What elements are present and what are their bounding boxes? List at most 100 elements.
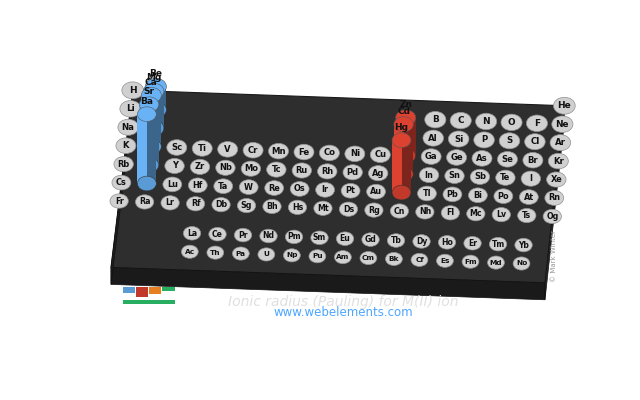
Ellipse shape xyxy=(467,206,485,221)
Ellipse shape xyxy=(165,158,184,174)
Ellipse shape xyxy=(207,246,224,259)
Text: Sb: Sb xyxy=(474,172,486,181)
Ellipse shape xyxy=(547,172,566,187)
Bar xyxy=(149,287,161,294)
Ellipse shape xyxy=(265,181,284,195)
Ellipse shape xyxy=(521,171,541,186)
Ellipse shape xyxy=(258,248,275,261)
Text: F: F xyxy=(534,119,540,128)
Ellipse shape xyxy=(234,228,252,242)
Text: Fr: Fr xyxy=(115,196,124,206)
Ellipse shape xyxy=(138,107,156,122)
Polygon shape xyxy=(138,114,147,184)
Ellipse shape xyxy=(360,252,377,265)
Ellipse shape xyxy=(294,144,314,160)
Ellipse shape xyxy=(112,175,131,190)
Text: Ra: Ra xyxy=(139,198,150,206)
Text: P: P xyxy=(481,136,487,144)
Text: Tm: Tm xyxy=(492,240,505,249)
Ellipse shape xyxy=(345,146,365,162)
Text: S: S xyxy=(506,136,513,145)
Ellipse shape xyxy=(335,250,351,264)
Ellipse shape xyxy=(260,229,277,243)
Ellipse shape xyxy=(209,227,226,241)
Ellipse shape xyxy=(319,145,339,161)
Text: Cm: Cm xyxy=(362,255,375,261)
Text: Rg: Rg xyxy=(368,206,380,214)
Ellipse shape xyxy=(472,150,492,166)
Ellipse shape xyxy=(438,236,456,249)
Ellipse shape xyxy=(450,112,471,129)
Text: Pm: Pm xyxy=(287,232,301,241)
Ellipse shape xyxy=(470,169,490,184)
Ellipse shape xyxy=(464,236,481,250)
Text: H: H xyxy=(129,86,136,95)
Text: Tl: Tl xyxy=(422,189,431,198)
Ellipse shape xyxy=(365,203,383,217)
Text: Cu: Cu xyxy=(374,150,387,159)
Text: Se: Se xyxy=(502,155,513,164)
Text: Rf: Rf xyxy=(191,199,200,208)
Text: Po: Po xyxy=(497,192,509,201)
Text: Nh: Nh xyxy=(419,208,431,216)
Text: Mc: Mc xyxy=(470,209,482,218)
Ellipse shape xyxy=(552,116,573,132)
Text: Zr: Zr xyxy=(195,162,205,171)
Ellipse shape xyxy=(343,165,362,180)
Text: Cr: Cr xyxy=(248,146,259,155)
Ellipse shape xyxy=(212,198,230,212)
Ellipse shape xyxy=(190,159,210,174)
Text: Ne: Ne xyxy=(556,120,569,129)
Text: Ag: Ag xyxy=(372,169,385,178)
Ellipse shape xyxy=(145,102,166,118)
Ellipse shape xyxy=(523,152,543,168)
Ellipse shape xyxy=(140,97,159,112)
Ellipse shape xyxy=(143,83,164,99)
Ellipse shape xyxy=(490,237,507,251)
Text: Ts: Ts xyxy=(522,211,531,220)
Text: Cl: Cl xyxy=(531,137,540,146)
Ellipse shape xyxy=(367,184,385,199)
Text: Co: Co xyxy=(323,148,335,158)
Ellipse shape xyxy=(417,186,436,201)
Ellipse shape xyxy=(499,133,520,149)
Text: K: K xyxy=(123,141,129,150)
Text: N: N xyxy=(483,117,490,126)
Text: Sm: Sm xyxy=(313,233,326,242)
Ellipse shape xyxy=(554,97,575,114)
Ellipse shape xyxy=(436,254,453,267)
Ellipse shape xyxy=(163,177,182,192)
Text: Sr: Sr xyxy=(143,87,155,96)
Text: Si: Si xyxy=(454,134,463,144)
Ellipse shape xyxy=(192,141,212,156)
Ellipse shape xyxy=(419,168,439,182)
Ellipse shape xyxy=(186,197,205,211)
Ellipse shape xyxy=(497,152,518,167)
Text: I: I xyxy=(529,174,532,183)
Ellipse shape xyxy=(396,110,416,126)
Bar xyxy=(123,287,135,293)
Text: Na: Na xyxy=(122,123,134,132)
Text: Sg: Sg xyxy=(241,201,252,210)
Text: V: V xyxy=(225,145,231,154)
Ellipse shape xyxy=(526,115,547,132)
Polygon shape xyxy=(156,87,166,110)
Ellipse shape xyxy=(141,139,161,154)
Ellipse shape xyxy=(263,199,281,214)
Ellipse shape xyxy=(392,133,411,148)
Text: Br: Br xyxy=(527,156,538,165)
Text: Ionic radius (Pauling) for M(II) ion: Ionic radius (Pauling) for M(II) ion xyxy=(228,295,459,309)
Bar xyxy=(162,287,175,291)
Ellipse shape xyxy=(232,247,249,260)
Text: Er: Er xyxy=(468,239,477,248)
Text: Eu: Eu xyxy=(340,234,351,243)
Text: Au: Au xyxy=(370,187,382,196)
Text: Mn: Mn xyxy=(271,147,286,156)
Text: Y: Y xyxy=(172,162,177,170)
Text: Np: Np xyxy=(286,252,298,258)
Ellipse shape xyxy=(316,182,335,197)
Ellipse shape xyxy=(441,206,460,220)
Text: Os: Os xyxy=(294,184,305,194)
Polygon shape xyxy=(406,118,416,156)
Text: Li: Li xyxy=(126,104,135,113)
